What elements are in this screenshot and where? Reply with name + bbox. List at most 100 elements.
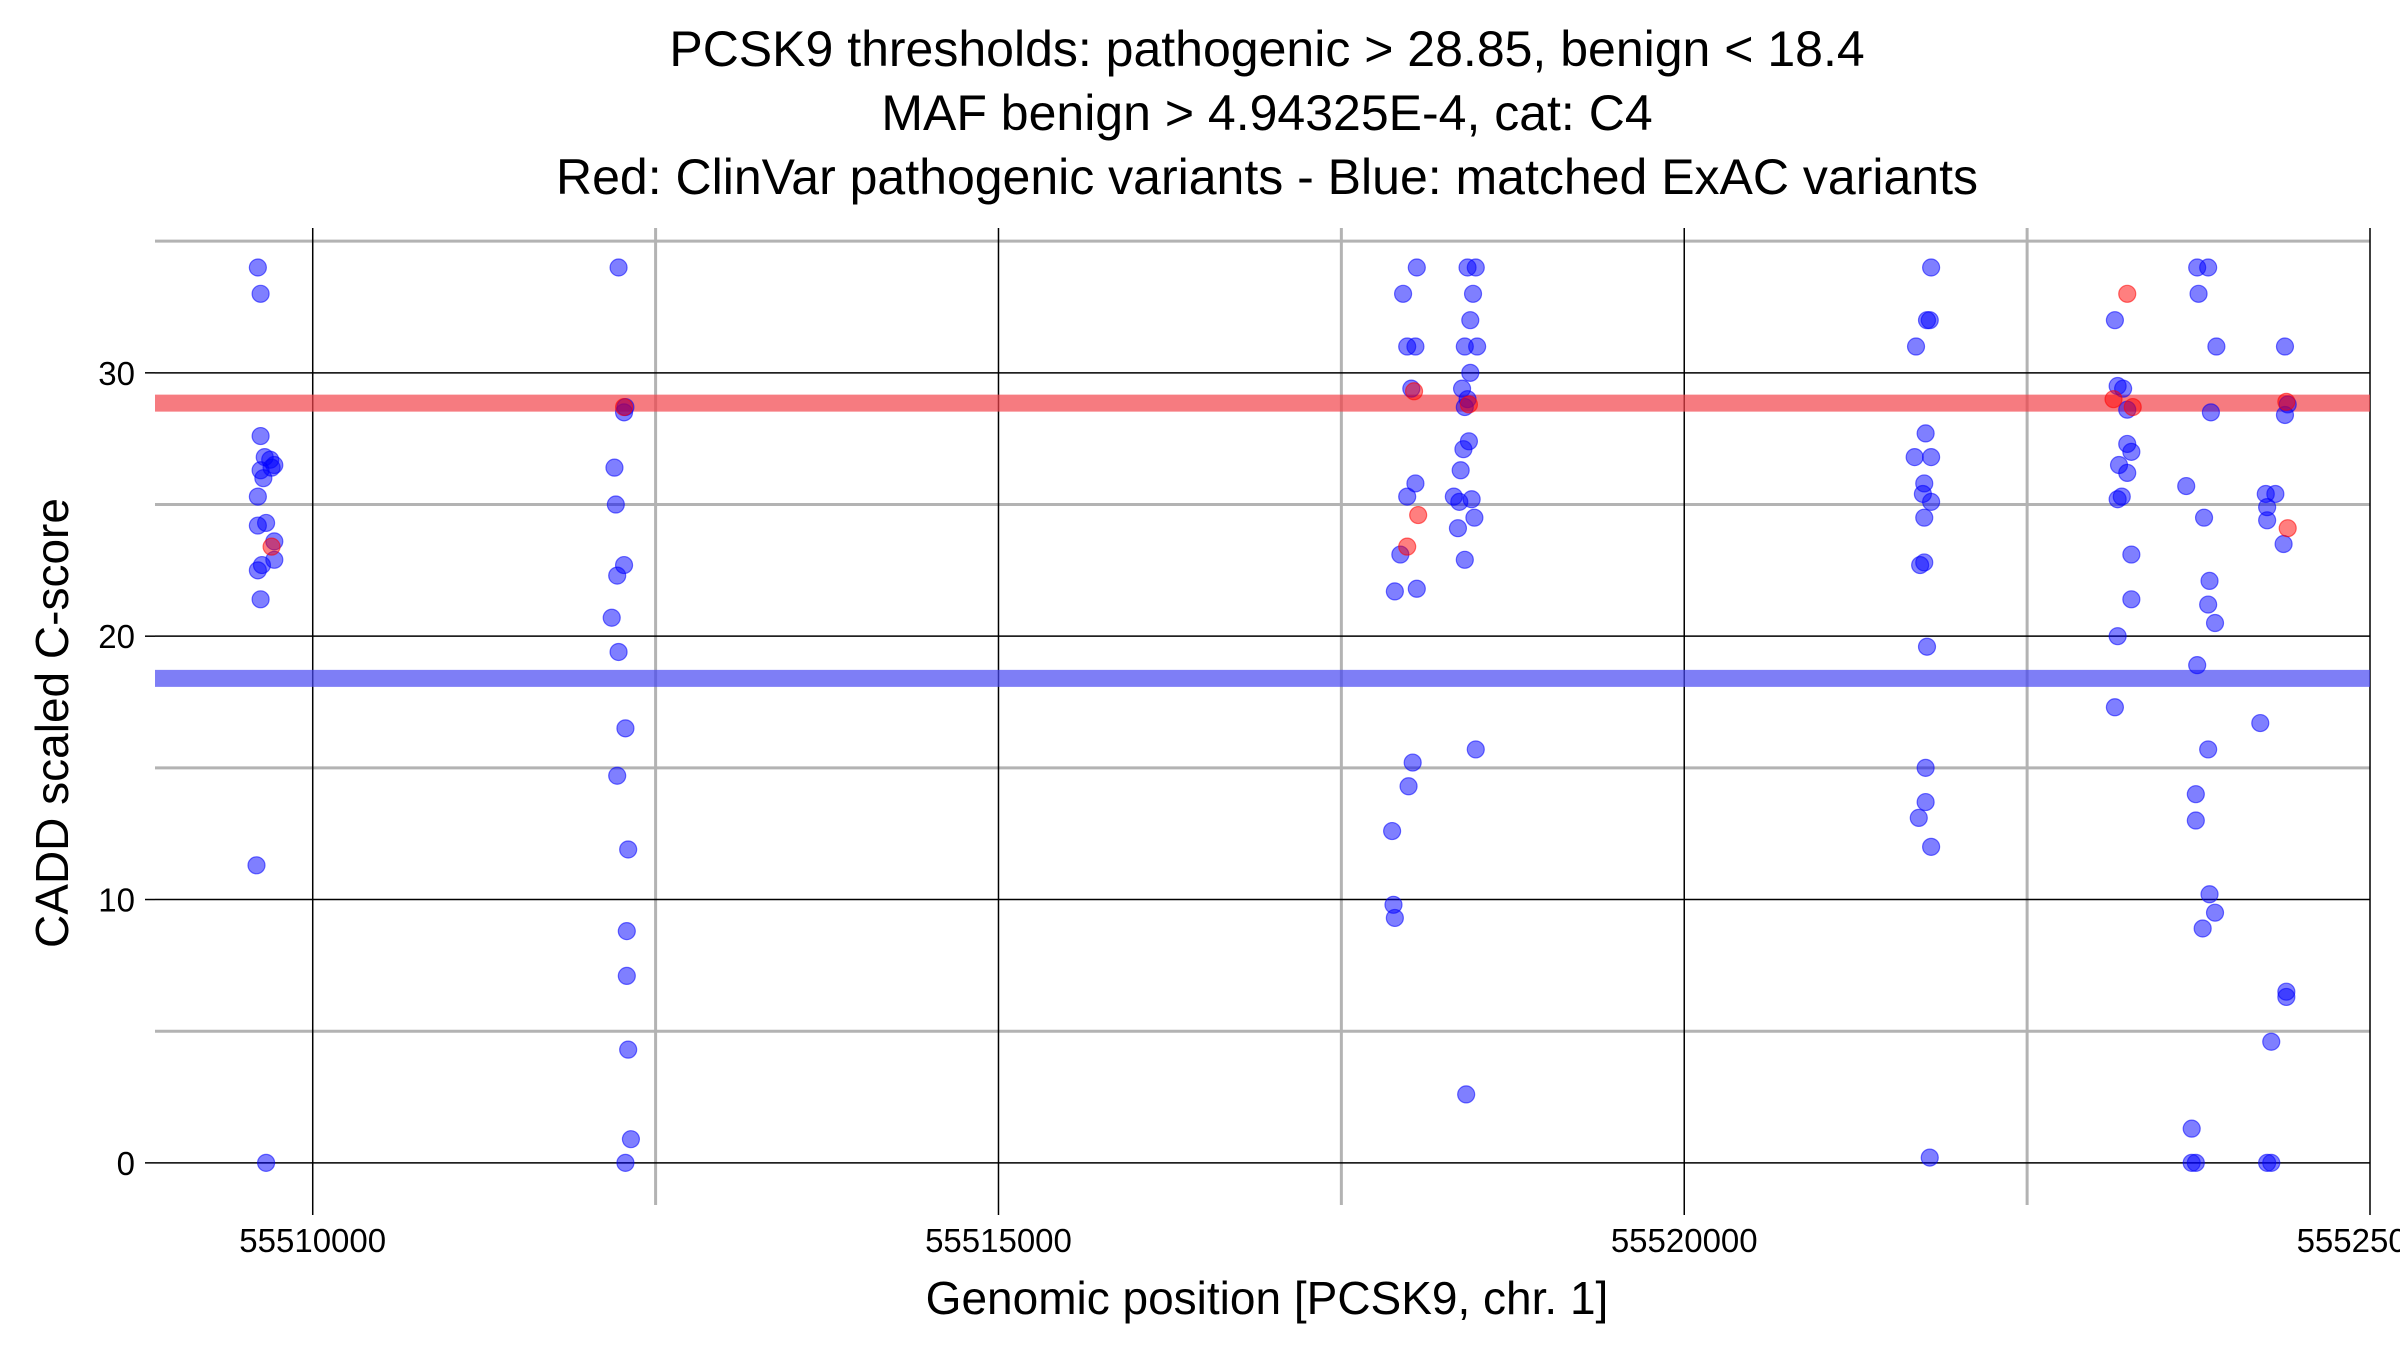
clinvar-point (1409, 505, 1428, 525)
exac-point (621, 1130, 641, 1149)
exac-point (1920, 311, 1939, 330)
exac-point (1463, 284, 1483, 303)
exac-point (1398, 487, 1417, 506)
exac-point (2182, 1119, 2201, 1138)
exac-point (1920, 1148, 1939, 1167)
exac-point (608, 766, 627, 785)
exac-point (608, 566, 627, 585)
exac-point (2205, 903, 2225, 922)
exac-point (2118, 463, 2137, 483)
exac-point (605, 458, 624, 477)
exac-point (2251, 713, 2270, 733)
title-line-2: MAF benign > 4.94325E-4, cat: C4 (881, 85, 1652, 141)
exac-point (2201, 403, 2221, 422)
exac-point (617, 922, 636, 941)
exac-point (1383, 821, 1402, 841)
exac-point (1466, 740, 1485, 759)
exac-point (602, 608, 621, 627)
exac-point (247, 856, 266, 875)
exac-point (1916, 758, 1935, 777)
exac-point (2122, 545, 2141, 564)
exac-point (1917, 637, 1937, 656)
chart-title: PCSK9 thresholds: pathogenic > 28.85, be… (556, 21, 1978, 205)
exac-point (2207, 337, 2226, 356)
exac-point (1403, 753, 1422, 772)
exac-point (2199, 595, 2218, 614)
exac-point (1385, 908, 1404, 928)
axis-ticks: 0 10 20 30 55510000 55515000 55520000 55525000 (98, 355, 2400, 1259)
exac-point (1922, 258, 1941, 277)
exac-point (1922, 448, 1941, 467)
x-tick-label: 55525000 (2297, 1222, 2400, 1259)
clinvar-point (2104, 390, 2123, 409)
exac-point (2258, 511, 2277, 530)
exac-point (251, 426, 270, 446)
exac-point (2200, 885, 2219, 904)
exac-point (1393, 284, 1413, 303)
exac-point (2194, 508, 2214, 527)
exac-point (1916, 792, 1935, 812)
exac-point (2275, 337, 2295, 356)
threshold-lines (155, 394, 2370, 687)
exac-point (1451, 461, 1470, 480)
clinvar-point (2278, 519, 2297, 538)
exac-point (1462, 490, 1481, 509)
exac-point (2199, 740, 2218, 759)
exac-point (2274, 534, 2293, 554)
exac-point (2277, 987, 2296, 1007)
exac-point (2199, 258, 2218, 277)
y-tick-label: 0 (117, 1145, 135, 1182)
exac-point (1922, 837, 1941, 856)
y-tick-label: 30 (98, 355, 135, 392)
y-tick-label: 10 (98, 882, 135, 919)
exac-point (1407, 258, 1426, 277)
exac-point (2186, 785, 2205, 804)
clinvar-point (1398, 537, 1417, 556)
y-axis-label: CADD scaled C-score (26, 498, 78, 948)
clinvar-point (614, 397, 634, 417)
exac-point (616, 1153, 635, 1172)
exac-point (248, 561, 267, 580)
exac-point (2188, 656, 2207, 675)
exac-point (2193, 919, 2212, 938)
grid-lines (155, 228, 2371, 1205)
exac-point (251, 590, 270, 609)
exac-point (1915, 553, 1934, 572)
exac-point (1457, 1085, 1476, 1104)
exac-point (2108, 490, 2127, 509)
exac-point (1461, 311, 1480, 330)
exac-point (2186, 811, 2205, 830)
clinvar-point (262, 537, 281, 556)
exac-point (1454, 440, 1473, 459)
exac-point (251, 284, 270, 303)
x-tick-label: 55520000 (1611, 1222, 1758, 1259)
exac-point (2177, 476, 2196, 496)
exac-point (2200, 571, 2219, 590)
exac-point (1915, 508, 1934, 527)
exac-point (2122, 442, 2141, 461)
exac-point (1922, 492, 1941, 511)
exac-point (619, 1040, 638, 1059)
title-line-3: Red: ClinVar pathogenic variants - Blue:… (556, 149, 1978, 205)
exac-point (1406, 474, 1425, 493)
exac-point (1406, 337, 1425, 356)
x-tick-label: 55510000 (239, 1222, 386, 1259)
exac-point (2266, 484, 2285, 504)
exac-point (1407, 579, 1426, 598)
exac-point (619, 840, 638, 859)
exac-point (2189, 284, 2208, 303)
exac-point (2262, 1153, 2281, 1172)
exac-point (1468, 337, 1487, 356)
y-tick-label: 20 (98, 618, 135, 655)
exac-point (616, 719, 635, 738)
title-line-1: PCSK9 thresholds: pathogenic > 28.85, be… (669, 21, 1864, 77)
exac-point (2105, 698, 2124, 717)
exac-point (2262, 1032, 2281, 1051)
exac-point (1909, 808, 1928, 827)
x-tick-label: 55515000 (925, 1222, 1072, 1259)
clinvar-point (1404, 382, 1424, 401)
exac-point (2122, 590, 2141, 609)
clinvar-point (2277, 392, 2296, 411)
exac-point (1465, 508, 1484, 527)
exac-point (256, 513, 276, 533)
